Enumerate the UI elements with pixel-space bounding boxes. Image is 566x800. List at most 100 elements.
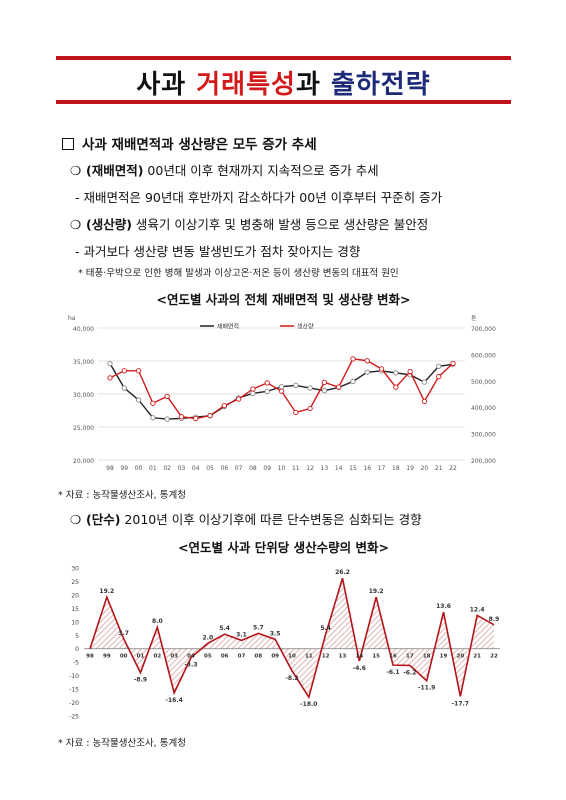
area-point <box>150 415 156 421</box>
production-point <box>364 358 370 364</box>
chart2-source: * 자료 : 농작물생산조사, 통계청 <box>58 738 186 749</box>
x-tick-label: 19 <box>406 465 414 472</box>
x-tick-label: 05 <box>206 465 214 472</box>
production-point <box>436 373 442 380</box>
y-tick-label: 5 <box>75 633 79 640</box>
checkbox-square-icon <box>62 138 74 150</box>
production-point <box>150 400 156 406</box>
y-tick-label: -15 <box>69 687 79 694</box>
x-tick-label: 03 <box>178 465 186 472</box>
area-point <box>350 378 356 385</box>
area-point <box>121 385 127 391</box>
area-point <box>364 369 370 375</box>
yield-text: 2010년 이후 이상기후에 따른 단수변동은 심화되는 경향 <box>120 512 422 527</box>
data-label: 3.1 <box>236 631 247 638</box>
section-heading-text: 사과 재배면적과 생산량은 모두 증가 추세 <box>82 137 317 153</box>
area-detail: - 재배면적은 90년대 후반까지 감소하다가 00년 이후부터 꾸준히 증가 <box>75 190 443 205</box>
x-tick-label: 00 <box>120 654 128 660</box>
x-tick-label: 07 <box>235 465 243 472</box>
x-tick-label: 14 <box>335 465 343 472</box>
x-tick-label: 15 <box>372 654 380 660</box>
x-tick-label: 98 <box>86 654 94 660</box>
data-label: -17.7 <box>452 700 469 707</box>
chart1-source: * 자료 : 농작물생산조사, 통계청 <box>58 490 186 501</box>
area-label: (재배면적) <box>86 163 144 178</box>
data-label: 19.2 <box>99 588 114 595</box>
production-point <box>407 368 413 375</box>
x-tick-label: 22 <box>490 654 498 660</box>
right-axis-unit: 톤 <box>471 315 477 322</box>
production-detail: - 과거보다 생산량 변동 발생빈도가 점차 잦아지는 경향 <box>75 244 361 259</box>
right-tick-label: 500,000 <box>471 379 496 386</box>
yield-series-line <box>89 577 495 700</box>
title-part-2: 거래특성 <box>196 70 296 100</box>
data-label: -8.9 <box>134 677 147 684</box>
chart2-title: <연도별 사과 단위당 생산수량의 변화> <box>178 540 389 555</box>
circle-bullet-icon: ❍ <box>70 217 82 232</box>
right-tick-label: 300,000 <box>471 432 496 439</box>
data-label: 8.0 <box>152 618 163 625</box>
production-point <box>264 380 270 386</box>
area-point <box>436 363 442 369</box>
y-tick-label: 10 <box>71 619 79 626</box>
production-point <box>135 368 142 374</box>
left-tick-label: 25,000 <box>73 425 94 432</box>
production-point <box>393 384 399 390</box>
x-tick-label: 16 <box>389 654 397 660</box>
area-point <box>307 385 313 391</box>
x-tick-label: 06 <box>221 654 229 660</box>
x-tick-label: 20 <box>421 465 429 472</box>
x-tick-label: 98 <box>106 465 114 472</box>
yield-change-chart: 30 25 20 15 10 5 0 -5 -10 -15 -20 -25 98 99 00 01 02 03 04… <box>69 566 500 721</box>
production-note: * 태풍·우박으로 인한 병해 발생과 이상고온·저온 등이 생산량 변동의 대… <box>78 268 399 279</box>
x-tick-label: 15 <box>349 465 357 472</box>
right-tick-label: 600,000 <box>471 352 496 359</box>
y-tick-label: 15 <box>71 606 79 613</box>
x-tick-label: 14 <box>356 654 364 660</box>
data-label: -18.0 <box>300 701 317 708</box>
section-heading: 사과 재배면적과 생산량은 모두 증가 추세 <box>62 133 317 153</box>
production-point <box>178 414 185 420</box>
production-point <box>278 388 285 394</box>
x-tick-label: 09 <box>271 654 279 660</box>
production-item: ❍ (생산량) 생육기 이상기후 및 병충해 발생 등으로 생산량은 불안정 <box>70 214 428 233</box>
area-point <box>164 416 170 422</box>
legend-area-label: 재배면적 <box>217 323 239 331</box>
right-tick-label: 200,000 <box>471 458 496 465</box>
data-label: 13.6 <box>436 603 451 610</box>
circle-bullet-icon: ❍ <box>70 163 82 178</box>
data-label: 8.9 <box>489 616 500 623</box>
x-tick-label: 13 <box>339 654 347 660</box>
production-point <box>307 405 313 412</box>
title-part-1: 사과 <box>136 70 197 100</box>
area-point <box>250 390 256 396</box>
data-label: 5.7 <box>253 624 264 631</box>
x-tick-label: 11 <box>305 654 313 660</box>
data-label: -6.1 <box>386 669 399 676</box>
yield-item: ❍ (단수) 2010년 이후 이상기후에 따른 단수변동은 심화되는 경향 <box>70 509 422 528</box>
area-text: 00년대 이후 현재까지 지속적으로 증가 추세 <box>143 163 379 178</box>
x-tick-label: 12 <box>306 465 314 472</box>
data-label: -6.2 <box>403 669 416 676</box>
y-tick-label: 20 <box>71 592 79 599</box>
production-point <box>121 368 127 374</box>
data-label: 26.2 <box>335 569 350 576</box>
production-point <box>107 375 113 381</box>
x-tick-label: 17 <box>406 654 414 660</box>
production-point <box>293 409 299 416</box>
data-label: 5.4 <box>219 625 230 632</box>
x-tick-label: 01 <box>149 465 157 472</box>
right-tick-label: 700,000 <box>471 326 496 333</box>
data-label: -3.3 <box>184 662 197 669</box>
y-tick-label: 0 <box>75 646 79 653</box>
production-point <box>378 366 385 372</box>
title-top-rule <box>56 56 511 60</box>
x-tick-label: 19 <box>440 654 448 660</box>
x-tick-label: 12 <box>322 654 330 660</box>
x-tick-label: 18 <box>423 654 431 660</box>
production-text: 생육기 이상기후 및 병충해 발생 등으로 생산량은 불안정 <box>131 217 429 232</box>
production-label: (생산량) <box>86 217 132 232</box>
x-tick-label: 16 <box>363 465 371 472</box>
x-tick-label: 17 <box>378 465 386 472</box>
x-tick-label: 02 <box>163 465 171 472</box>
